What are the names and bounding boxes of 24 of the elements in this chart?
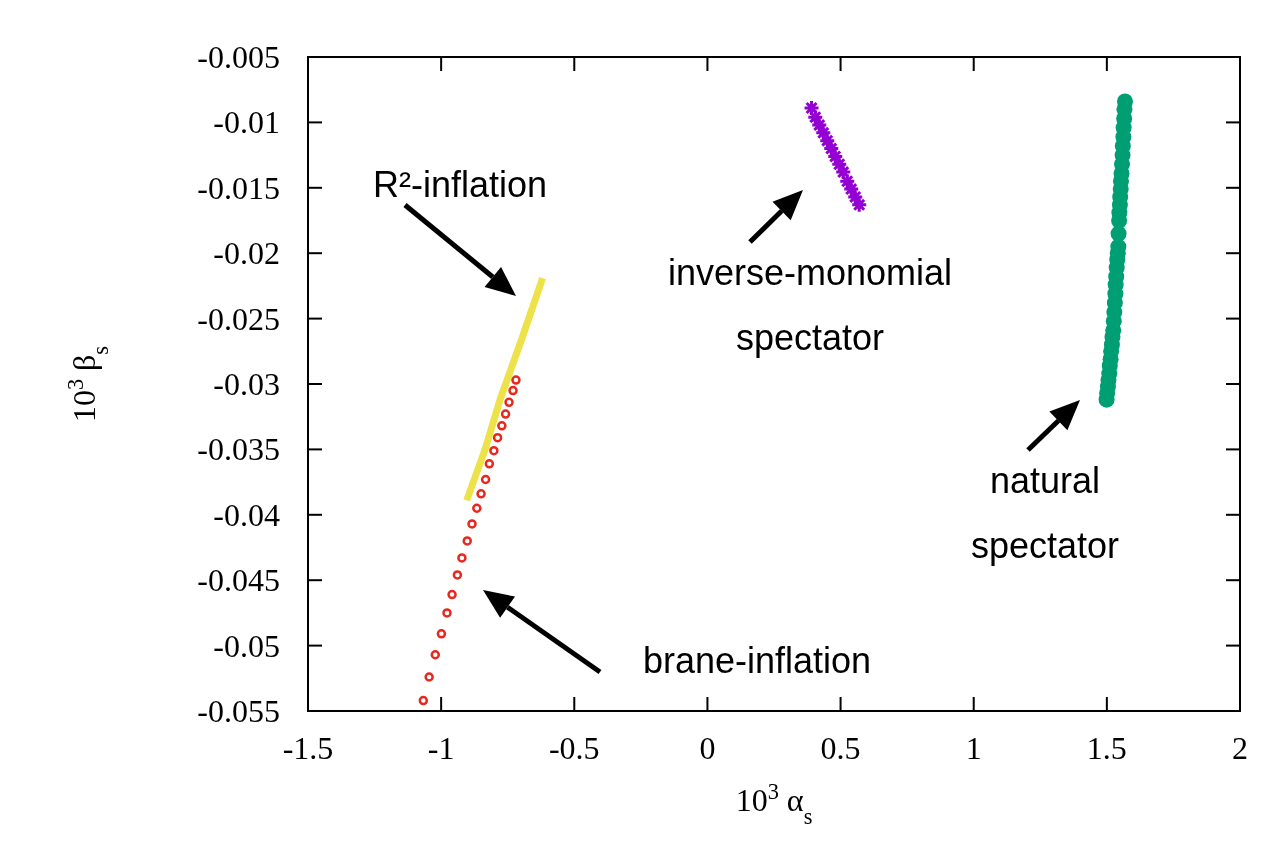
x-tick-label: -0.5 — [548, 730, 600, 766]
x-tick-label: -1.5 — [282, 730, 334, 766]
y-tick-label: -0.015 — [197, 169, 280, 206]
y-tick-label: -0.055 — [197, 693, 280, 729]
x-tick-label: 1.5 — [1086, 730, 1127, 766]
x-axis-title: 10$^{3}$ α$_{s}$ — [735, 778, 813, 829]
annotation: R²-inflation — [372, 164, 548, 205]
x-tick-label: 0.5 — [820, 730, 861, 766]
y-tick-label: -0.045 — [197, 562, 280, 599]
y-tick-label: -0.005 — [197, 39, 280, 75]
y-tick-label: -0.04 — [213, 496, 280, 533]
x-tick-label: 2 — [1232, 730, 1248, 766]
x-tick-label: 1 — [965, 730, 982, 766]
y-tick-label: -0.01 — [213, 104, 280, 141]
annotation: brane-inflation — [642, 640, 872, 681]
y-tick-label: -0.025 — [197, 300, 280, 337]
annotation: natural spectator — [970, 460, 1120, 566]
annotation: inverse-monomial spectator — [667, 252, 953, 358]
y-tick-label: -0.05 — [213, 627, 280, 664]
y-tick-label: -0.02 — [213, 235, 280, 272]
x-tick-label: 0 — [699, 730, 716, 766]
y-tick-label: -0.03 — [213, 366, 280, 402]
x-tick-label: -1 — [427, 730, 455, 766]
y-tick-label: -0.035 — [197, 431, 280, 468]
